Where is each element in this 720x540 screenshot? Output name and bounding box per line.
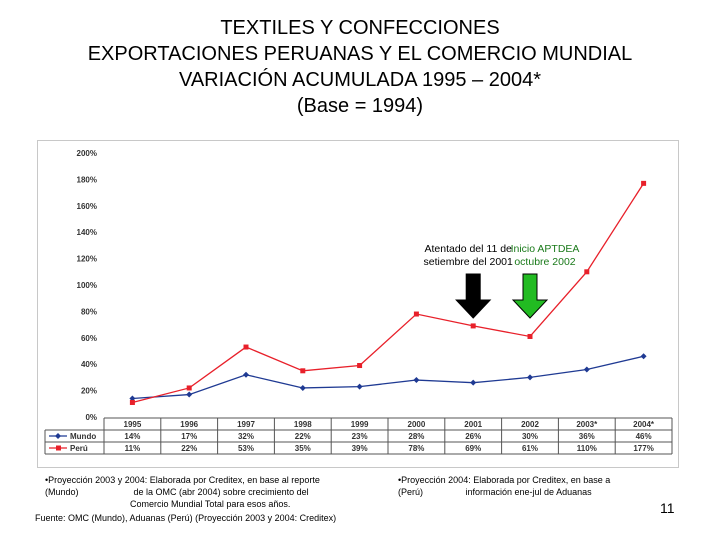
x-tick-label: 1997 [237, 420, 255, 429]
data-point [470, 323, 476, 329]
x-tick-label: 2004* [633, 420, 655, 429]
y-tick-label: 160% [77, 202, 97, 211]
data-point [470, 379, 477, 386]
data-point [413, 377, 420, 384]
data-point [527, 374, 533, 381]
data-table-cell: 36% [579, 432, 595, 441]
data-table-cell: 11% [125, 444, 141, 453]
x-tick-label: 2000 [408, 420, 426, 429]
data-table-cell: 26% [465, 432, 481, 441]
data-point [186, 385, 192, 391]
chart-title: TEXTILES Y CONFECCIONES EXPORTACIONES PE… [0, 15, 720, 119]
data-table-cell: 28% [408, 432, 424, 441]
data-point [243, 344, 249, 350]
data-table-cell: 22% [181, 444, 197, 453]
footnote-peru: •Proyección 2004: Elaborada por Creditex… [398, 475, 611, 497]
x-tick-label: 2003* [576, 420, 598, 429]
data-table-cell: 110% [577, 444, 597, 453]
data-point [584, 269, 590, 275]
y-tick-label: 200% [77, 149, 97, 158]
x-tick-label: 1998 [294, 420, 312, 429]
data-point [129, 399, 135, 405]
annotation-text: octubre 2002 [514, 256, 575, 268]
series-line [132, 355, 644, 400]
data-table-cell: 78% [408, 444, 424, 453]
series-line [132, 183, 645, 404]
x-tick-label: 2001 [464, 420, 482, 429]
line-chart: 0% 20% 40% 60% 80% 100% 120% 140% 160% 180% 200% 19… [37, 140, 679, 468]
y-tick-label: 100% [77, 281, 97, 290]
data-point [413, 311, 419, 317]
data-point [299, 384, 306, 391]
data-point [357, 363, 363, 369]
data-point [583, 366, 590, 373]
data-table-cell: 46% [636, 432, 652, 441]
y-tick-label: 40% [81, 360, 97, 369]
data-point [243, 371, 249, 378]
chart-frame-border [37, 140, 679, 468]
x-tick-label: 1996 [180, 420, 198, 429]
legend-marker [56, 445, 61, 451]
y-tick-label: 140% [77, 228, 97, 237]
y-tick-label: 20% [81, 387, 97, 396]
data-table-cell: 30% [522, 432, 538, 441]
footnote-mundo: •Proyección 2003 y 2004: Elaborada por C… [45, 475, 320, 509]
title-line-2: EXPORTACIONES PERUANAS Y EL COMERCIO MUN… [87, 43, 633, 65]
data-table-cell: 61% [522, 444, 538, 453]
data-table-cell: 22% [295, 432, 311, 441]
annotation-text: setiembre del 2001 [424, 256, 513, 268]
chart-container: 0% 20% 40% 60% 80% 100% 120% 140% 160% 180% 200% 19… [37, 140, 679, 468]
x-tick-label: 1999 [351, 420, 369, 429]
data-table-cell: 53% [238, 444, 254, 453]
data-point [186, 391, 193, 398]
legend-marker [55, 433, 61, 439]
data-point [300, 368, 306, 374]
data-table-cell: 23% [352, 432, 368, 441]
x-tick-label: 1995 [124, 420, 142, 429]
annotation-text: Atentado del 11 de [425, 243, 513, 255]
annotation-text: Inicio APTDEA [511, 243, 580, 255]
y-tick-label: 0% [85, 413, 97, 422]
page-number: 11 [660, 500, 675, 516]
data-point [527, 333, 533, 339]
legend-label: Mundo [70, 432, 96, 441]
title-line-3: VARIACIÓN ACUMULADA 1995 – 2004* [178, 69, 542, 91]
legend-label: Perú [70, 444, 88, 453]
title-line-4: (Base = 1994) [296, 95, 424, 117]
data-table-cell: 69% [465, 444, 481, 453]
annotation-arrow [511, 273, 549, 319]
data-table-cell: 35% [295, 444, 311, 453]
annotation-arrow [455, 273, 492, 319]
data-table-cell: 17% [181, 432, 197, 441]
title-line-1: TEXTILES Y CONFECCIONES [220, 17, 500, 39]
data-point [640, 353, 647, 360]
data-table-cell: 32% [238, 432, 254, 441]
data-table-cell: 177% [633, 444, 653, 453]
data-point [641, 180, 647, 186]
x-tick-label: 2002 [521, 420, 539, 429]
y-tick-label: 180% [77, 175, 97, 184]
data-point [356, 383, 363, 390]
y-tick-label: 60% [81, 334, 97, 343]
y-tick-label: 120% [77, 255, 97, 264]
data-table-cell: 14% [124, 432, 140, 441]
source-note: Fuente: OMC (Mundo), Aduanas (Perú) (Pro… [35, 513, 337, 523]
data-table-cell: 39% [352, 444, 368, 453]
y-tick-label: 80% [81, 307, 97, 316]
